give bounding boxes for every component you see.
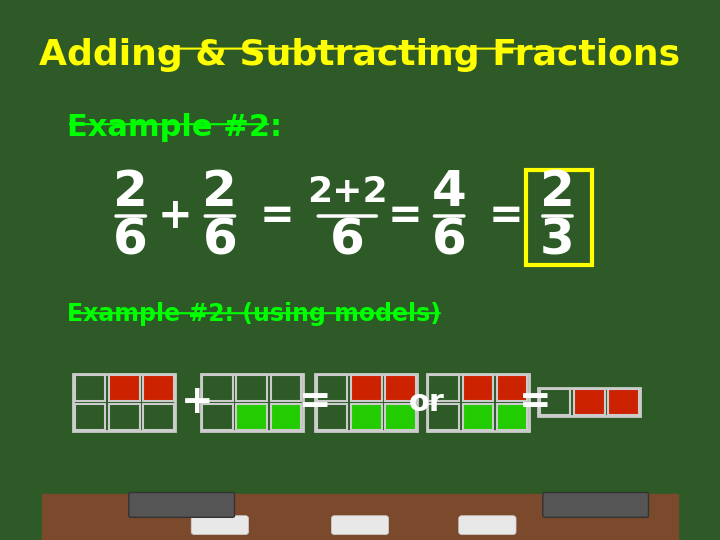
FancyBboxPatch shape [75,375,105,401]
Text: or: or [409,388,445,417]
Text: Example #2:: Example #2: [67,113,282,143]
FancyBboxPatch shape [331,516,389,535]
FancyBboxPatch shape [428,375,459,401]
Text: =: = [299,383,332,421]
Text: =: = [489,195,524,237]
Text: 4: 4 [432,168,467,215]
Text: =: = [387,195,422,237]
Text: Adding & Subtracting Fractions: Adding & Subtracting Fractions [40,38,680,72]
FancyBboxPatch shape [75,404,105,430]
FancyBboxPatch shape [236,404,267,430]
FancyBboxPatch shape [271,404,302,430]
FancyBboxPatch shape [574,389,605,415]
FancyBboxPatch shape [143,404,174,430]
Text: =: = [260,195,294,237]
FancyBboxPatch shape [109,375,140,401]
FancyBboxPatch shape [497,375,528,401]
FancyBboxPatch shape [608,389,639,415]
FancyBboxPatch shape [351,404,382,430]
FancyBboxPatch shape [543,492,649,517]
FancyBboxPatch shape [459,516,516,535]
FancyBboxPatch shape [385,404,416,430]
Text: 2: 2 [113,168,148,215]
Text: 6: 6 [202,217,238,264]
Text: +: + [158,195,193,237]
FancyBboxPatch shape [317,404,347,430]
FancyBboxPatch shape [192,516,248,535]
FancyBboxPatch shape [271,375,302,401]
Text: +: + [181,383,214,421]
Text: 6: 6 [113,217,148,264]
FancyBboxPatch shape [129,492,235,517]
Text: Example #2: (using models): Example #2: (using models) [67,302,441,326]
FancyBboxPatch shape [202,375,233,401]
FancyBboxPatch shape [539,389,570,415]
FancyBboxPatch shape [385,375,416,401]
FancyBboxPatch shape [202,404,233,430]
Text: 6: 6 [330,217,364,264]
FancyBboxPatch shape [462,375,493,401]
FancyBboxPatch shape [109,404,140,430]
FancyBboxPatch shape [497,404,528,430]
FancyBboxPatch shape [428,404,459,430]
FancyBboxPatch shape [236,375,267,401]
FancyBboxPatch shape [462,404,493,430]
Text: 3: 3 [540,217,575,264]
FancyBboxPatch shape [317,375,347,401]
FancyBboxPatch shape [143,375,174,401]
Text: 2: 2 [540,168,575,215]
Text: 6: 6 [432,217,467,264]
Text: 2+2: 2+2 [307,175,387,208]
Text: =: = [519,383,552,421]
Bar [42,494,678,540]
Text: 2: 2 [202,168,238,215]
FancyBboxPatch shape [351,375,382,401]
